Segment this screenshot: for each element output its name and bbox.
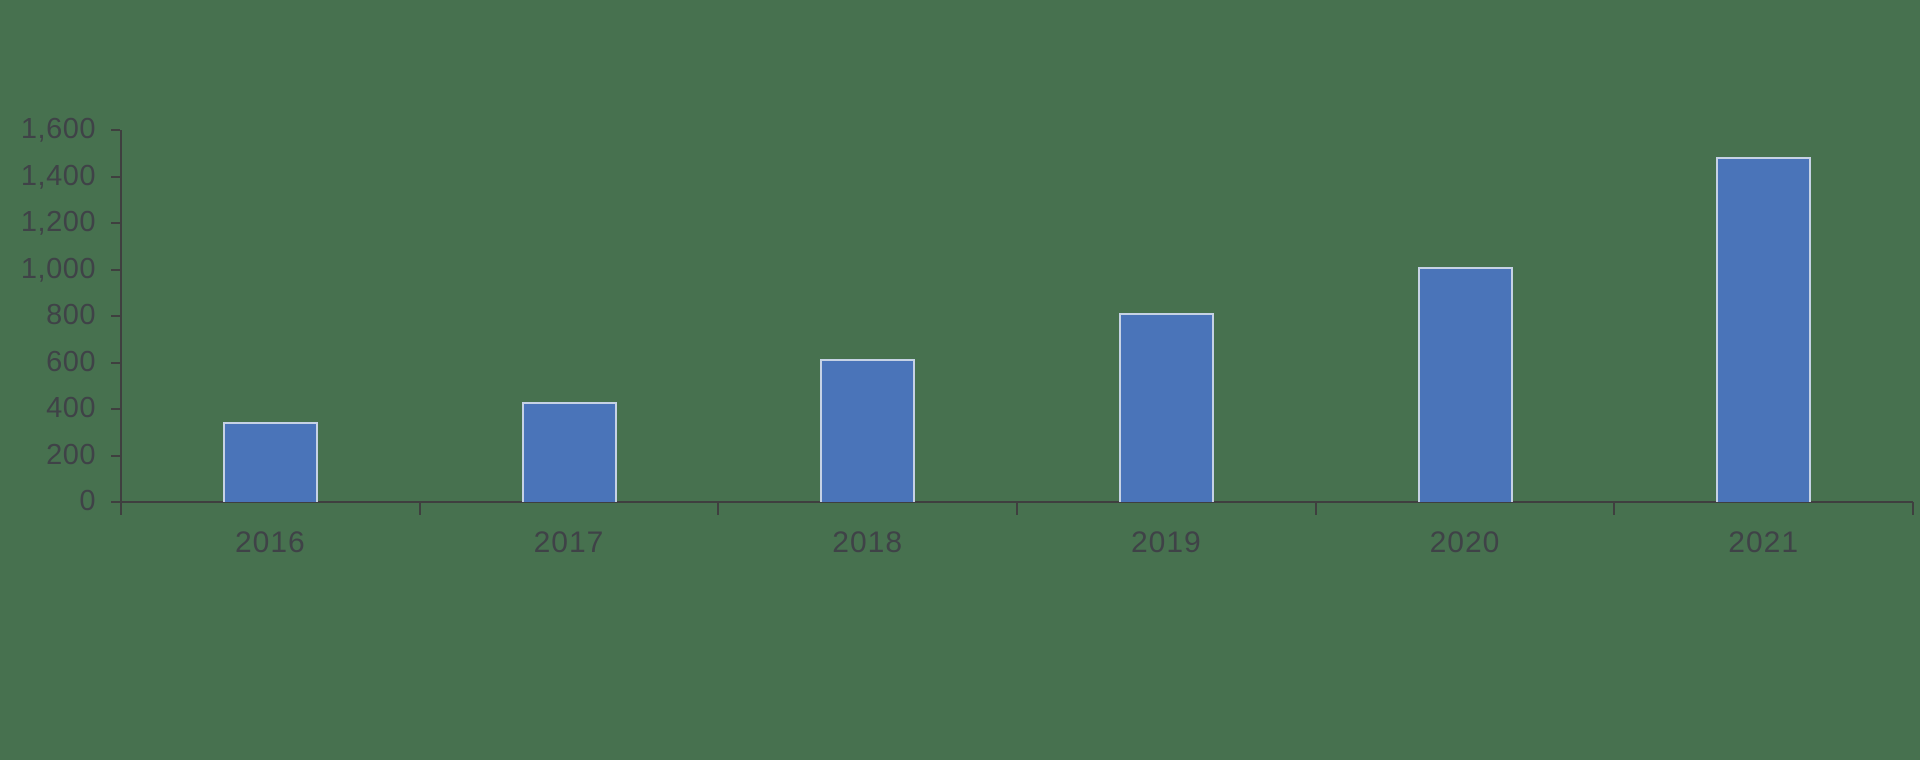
y-axis-label: 400 (46, 391, 96, 424)
y-axis-tick (110, 129, 120, 131)
y-axis-label: 1,200 (20, 205, 96, 238)
y-axis-tick (110, 361, 120, 364)
y-axis-label: 1,600 (20, 112, 96, 145)
y-axis-label: 600 (46, 345, 96, 378)
bar-2018 (820, 359, 916, 502)
x-axis-label-2016: 2016 (234, 526, 306, 559)
bar-2017 (521, 402, 617, 502)
x-axis-line (112, 501, 1913, 503)
x-axis-tick (1912, 502, 1914, 515)
y-axis-tick (110, 408, 120, 410)
x-axis-tick (717, 502, 720, 515)
x-axis-tick (418, 502, 421, 515)
x-axis-label-2021: 2021 (1728, 526, 1800, 559)
x-axis-label-2019: 2019 (1130, 526, 1202, 559)
x-axis-label-2017: 2017 (533, 526, 605, 559)
y-axis-label: 0 (79, 484, 96, 517)
x-axis-label-2020: 2020 (1429, 526, 1501, 559)
y-axis-tick (110, 222, 120, 224)
bar-2021 (1716, 156, 1812, 502)
y-axis-tick (110, 315, 120, 317)
y-axis-tick (110, 268, 120, 271)
x-axis-tick (1016, 502, 1018, 515)
y-axis-line (119, 130, 122, 502)
y-axis-label: 1,400 (20, 159, 96, 192)
y-axis-label: 800 (46, 298, 96, 331)
y-axis-label: 1,000 (20, 252, 96, 285)
bar-2020 (1417, 267, 1513, 502)
bar-2016 (222, 421, 318, 502)
y-axis-tick (110, 501, 120, 503)
x-axis-label-2018: 2018 (832, 526, 904, 559)
bar-2019 (1118, 312, 1214, 502)
x-axis-tick (120, 502, 122, 515)
y-axis-label: 200 (46, 438, 96, 471)
x-axis-tick (1314, 502, 1317, 515)
y-axis-tick (110, 175, 120, 178)
y-axis-tick (110, 454, 120, 457)
x-axis-tick (1613, 502, 1616, 515)
